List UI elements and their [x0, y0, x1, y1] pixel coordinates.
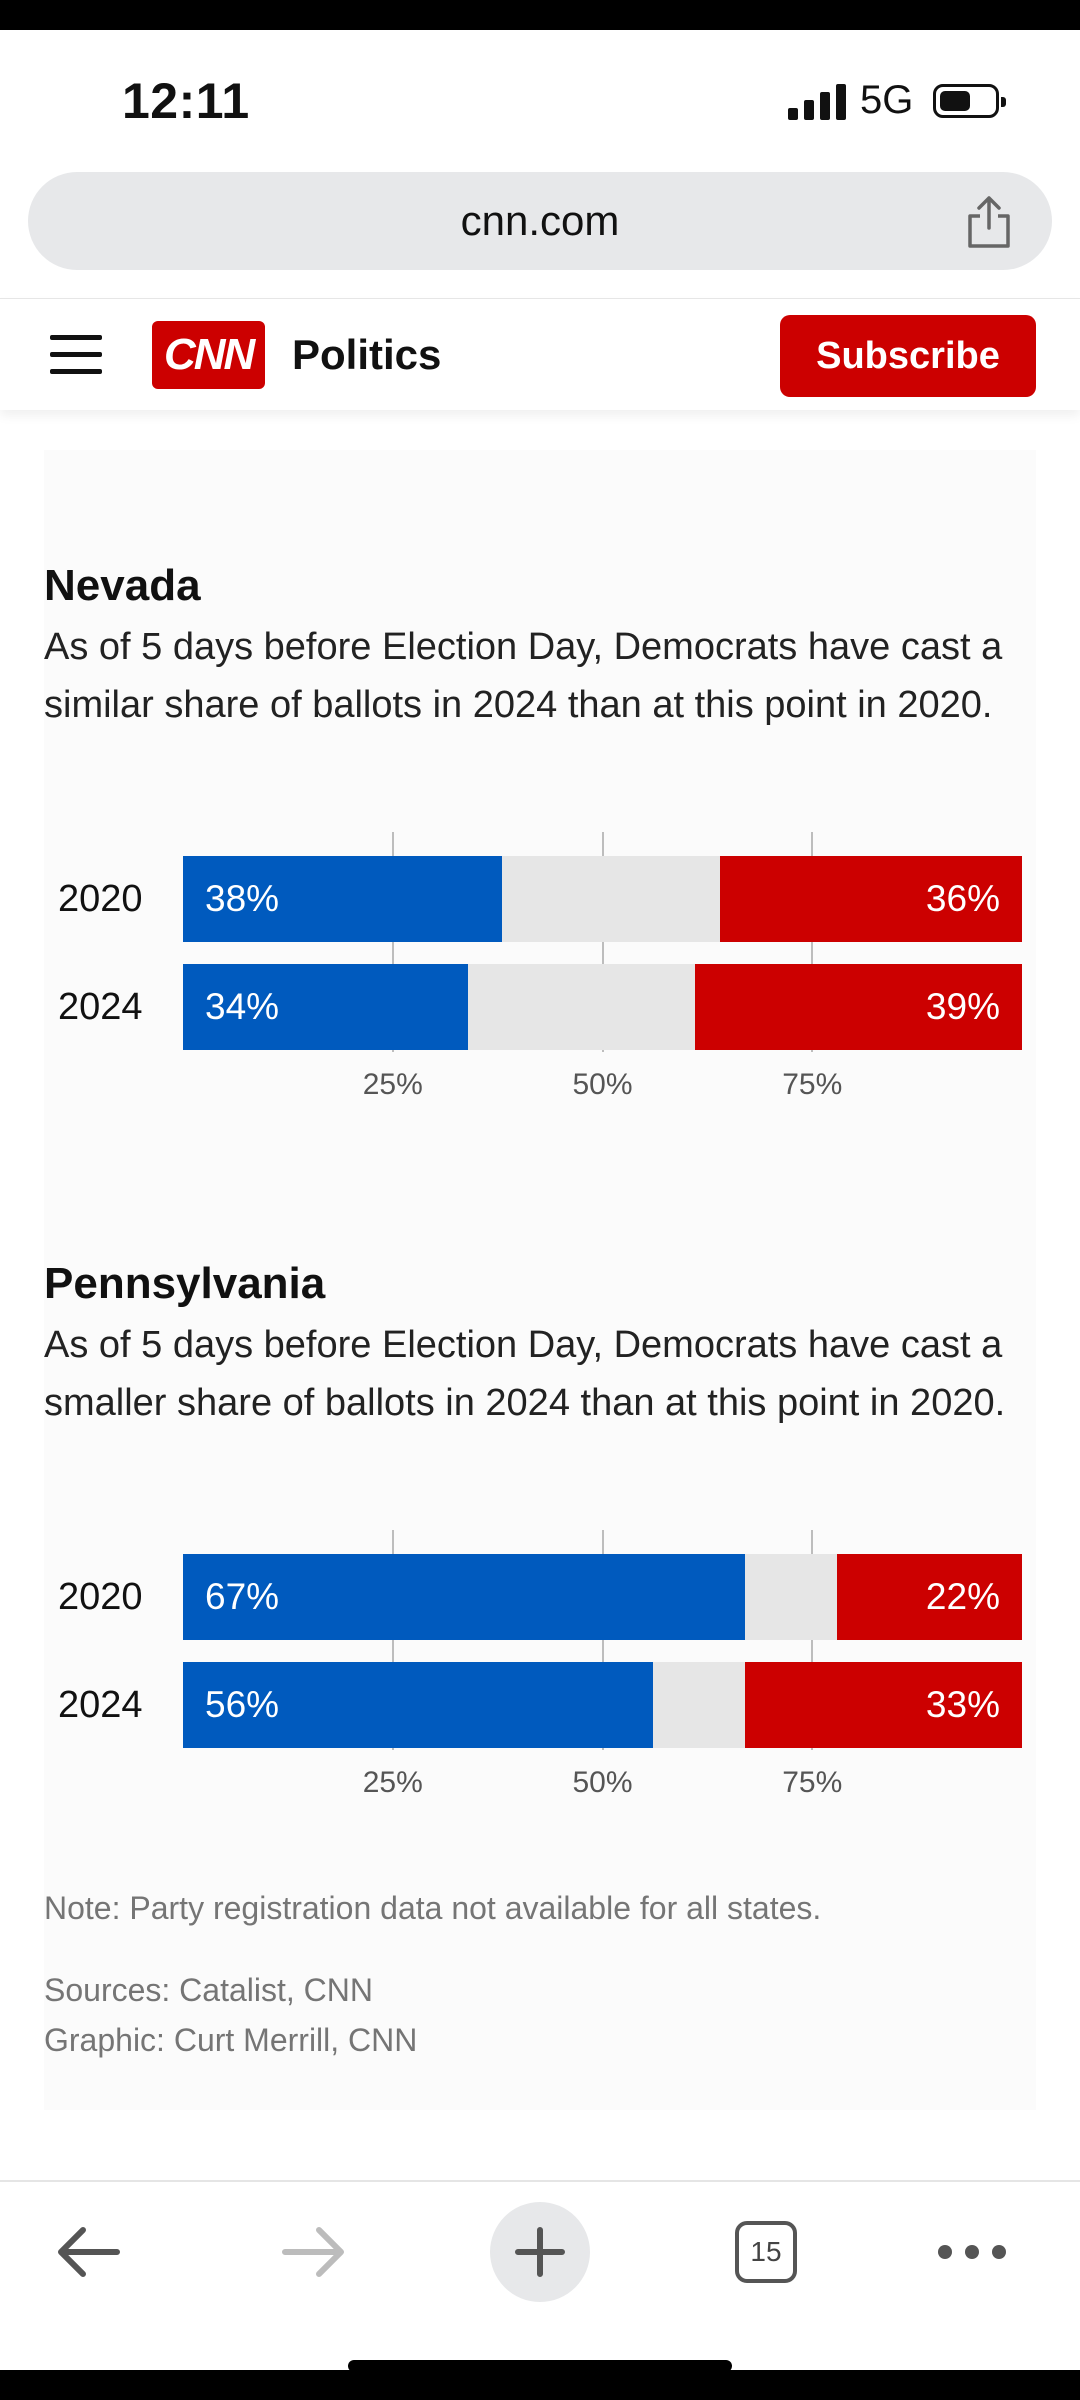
- chart-title: Pennsylvania: [44, 1259, 326, 1308]
- section-name[interactable]: Politics: [292, 331, 442, 378]
- chart-card: Nevada As of 5 days before Election Day,…: [44, 450, 1036, 2110]
- chart-sources: Sources: Catalist, CNN: [44, 1972, 373, 2008]
- cnn-logo[interactable]: CNN: [152, 321, 266, 389]
- signal-icon: [788, 84, 846, 120]
- tick-label: 75%: [782, 1766, 843, 1799]
- bar-segment: 39%: [694, 964, 1022, 1050]
- data-label: 22%: [925, 1576, 1000, 1617]
- data-label: 34%: [205, 986, 280, 1027]
- tick-label: 25%: [362, 1766, 423, 1799]
- browser-screen: 12:11 5G cnn.com CNN Politics Subscribe: [0, 30, 1080, 2372]
- chart-note: Note: Party registration data not availa…: [44, 1890, 822, 1926]
- status-time: 12:11: [122, 73, 250, 129]
- data-label: 36%: [925, 878, 1000, 919]
- tick-label: 25%: [362, 1068, 423, 1101]
- category-label: 2020: [58, 878, 143, 920]
- bar-segment: 38%: [183, 856, 502, 942]
- subscribe-button[interactable]: Subscribe: [780, 315, 1036, 397]
- gridline: [391, 1530, 394, 1750]
- url-text[interactable]: cnn.com: [460, 197, 620, 244]
- site-header: CNN Politics Subscribe: [0, 298, 1080, 410]
- forward-arrow-icon[interactable]: [264, 2202, 364, 2302]
- menu-icon[interactable]: [50, 335, 102, 375]
- tabs-icon[interactable]: 15: [716, 2202, 816, 2302]
- home-indicator: [348, 2360, 732, 2372]
- category-label: 2024: [58, 986, 143, 1028]
- address-bar[interactable]: cnn.com: [28, 172, 1052, 270]
- plus-icon[interactable]: [490, 2202, 590, 2302]
- category-label: 2024: [58, 1684, 143, 1726]
- bar-segment: 67%: [183, 1554, 746, 1640]
- gridline: [601, 1530, 604, 1750]
- logo-text: CNN: [152, 321, 266, 389]
- tab-count: 15: [735, 2221, 797, 2283]
- gridline: [811, 1530, 814, 1750]
- back-arrow-icon[interactable]: [38, 2202, 138, 2302]
- nevada-bar-chart: 2020 38% 36% 2024 34% 39% 25% 50% 75%: [44, 832, 1036, 1102]
- tick-label: 75%: [782, 1068, 843, 1101]
- bar-segment: [652, 1662, 746, 1748]
- gridline: [601, 832, 604, 1052]
- bar-segment: [468, 964, 695, 1050]
- bar-segment: 33%: [745, 1662, 1022, 1748]
- data-label: 38%: [205, 878, 280, 919]
- tick-label: 50%: [572, 1068, 633, 1101]
- battery-icon: [933, 84, 1006, 118]
- browser-toolbar: 15: [0, 2180, 1080, 2370]
- gridline: [391, 832, 394, 1052]
- tick-label: 50%: [572, 1766, 633, 1799]
- chart-credit: Graphic: Curt Merrill, CNN: [44, 2022, 418, 2058]
- data-label: 39%: [925, 986, 1000, 1027]
- bar-segment: [745, 1554, 838, 1640]
- pennsylvania-chart-header: Pennsylvania As of 5 days before Electio…: [44, 1256, 1036, 1432]
- bar-segment: 22%: [837, 1554, 1022, 1640]
- chart-title: Nevada: [44, 561, 201, 610]
- more-icon[interactable]: [922, 2202, 1022, 2302]
- bar-segment: 36%: [719, 856, 1022, 942]
- nevada-chart-header: Nevada As of 5 days before Election Day,…: [44, 558, 1036, 734]
- data-label: 56%: [205, 1684, 280, 1725]
- gridline: [811, 832, 814, 1052]
- bar-segment: [501, 856, 720, 942]
- network-type: 5G: [860, 78, 914, 122]
- bar-segment: 56%: [183, 1662, 653, 1748]
- pennsylvania-bar-chart: 2020 67% 22% 2024 56% 33% 25% 50% 75%: [44, 1530, 1036, 1800]
- data-label: 33%: [925, 1684, 1000, 1725]
- chart-subtitle: As of 5 days before Election Day, Democr…: [44, 1324, 1006, 1424]
- status-bar: 12:11 5G: [0, 30, 1080, 170]
- share-icon[interactable]: [964, 194, 1014, 250]
- category-label: 2020: [58, 1576, 143, 1618]
- chart-subtitle: As of 5 days before Election Day, Democr…: [44, 626, 1003, 726]
- data-label: 67%: [205, 1576, 280, 1617]
- bar-segment: 34%: [183, 964, 469, 1050]
